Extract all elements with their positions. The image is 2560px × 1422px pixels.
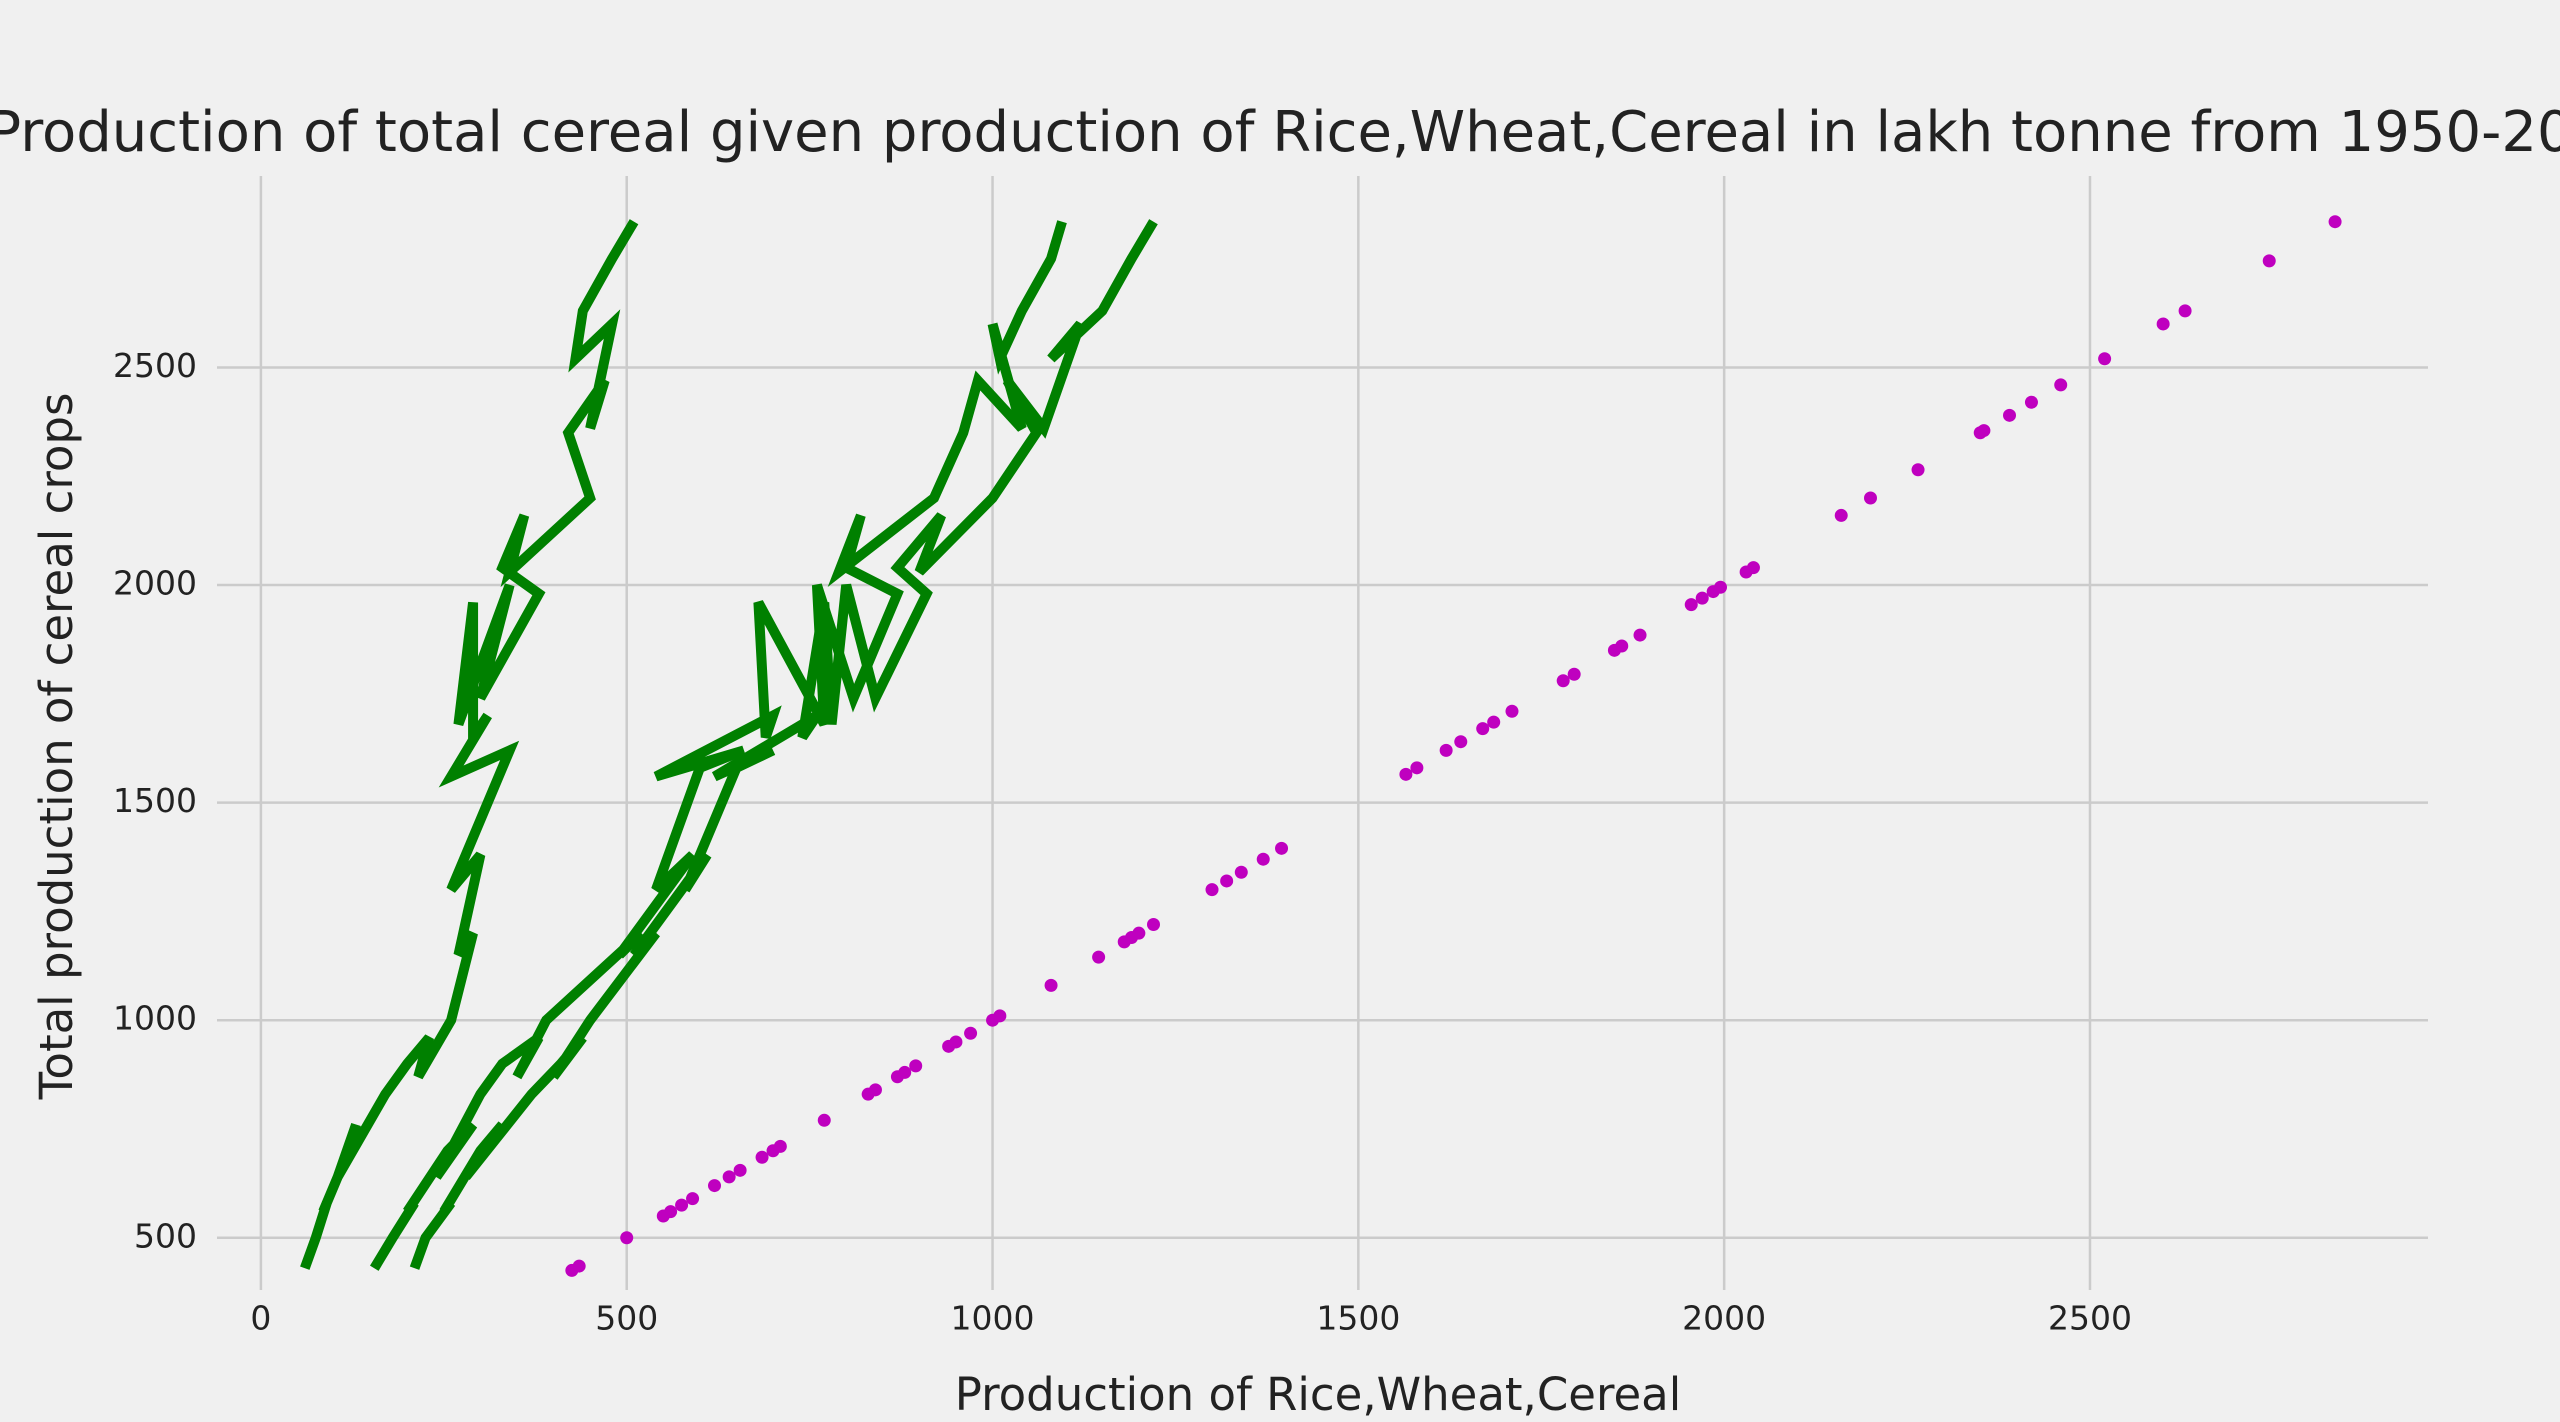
scatter-point (964, 1026, 978, 1040)
scatter-point (1132, 926, 1146, 940)
y-axis-label: Total production of cereal crops (30, 393, 83, 1101)
x-tick-label: 1000 (951, 1299, 1035, 1338)
scatter-point (898, 1065, 912, 1079)
scatter-point (1205, 883, 1219, 897)
scatter-point (1146, 917, 1160, 931)
data-line (409, 219, 1158, 1270)
scatter-point (773, 1139, 787, 1153)
scatter-point (2178, 304, 2192, 318)
scatter-point (949, 1035, 963, 1049)
scatter-point (722, 1170, 736, 1184)
data-line (370, 220, 1067, 1271)
scatter-point (1220, 874, 1234, 888)
scatter-point (1977, 424, 1991, 438)
scatter-point (755, 1150, 769, 1164)
scatter-point (1746, 561, 1760, 575)
scatter-point (1714, 580, 1728, 594)
scatter-point (733, 1163, 747, 1177)
y-tick-label: 500 (134, 1216, 197, 1255)
scatter-point (868, 1083, 882, 1097)
scatter-point (1256, 852, 1270, 866)
y-tick-label: 1500 (113, 781, 197, 820)
scatter-point (2098, 352, 2112, 366)
scatter-point (675, 1198, 689, 1212)
scatter-point (1556, 674, 1570, 688)
scatter-point (909, 1059, 923, 1073)
scatter-point (1615, 639, 1629, 653)
x-tick-label: 0 (250, 1299, 271, 1338)
scatter-point (1476, 722, 1490, 736)
scatter-point (664, 1205, 678, 1219)
y-tick-label: 1000 (113, 999, 197, 1038)
scatter-point (1410, 761, 1424, 775)
scatter-point (1275, 841, 1289, 855)
scatter-point (993, 1009, 1007, 1023)
scatter-point (1684, 598, 1698, 612)
scatter-point (2024, 395, 2038, 409)
y-tick-label: 2000 (113, 564, 197, 603)
scatter-point (1633, 628, 1647, 642)
scatter-point (1834, 508, 1848, 522)
scatter-point (686, 1192, 700, 1206)
scatter-point (572, 1259, 586, 1273)
x-tick-label: 500 (595, 1299, 658, 1338)
scatter-point (1487, 715, 1501, 729)
scatter-point (817, 1113, 831, 1127)
scatter-point (1439, 743, 1453, 757)
scatter-point (1695, 591, 1709, 605)
x-tick-label: 2000 (1682, 1299, 1766, 1338)
scatter-point (1234, 865, 1248, 879)
scatter-point (1911, 463, 1925, 477)
scatter-point (1863, 491, 1877, 505)
scatter-point (1399, 767, 1413, 781)
scatter-point (2328, 215, 2342, 229)
y-tick-label: 2500 (113, 346, 197, 385)
scatter-point (708, 1179, 722, 1193)
scatter-point (620, 1231, 634, 1245)
scatter-point (2003, 408, 2017, 422)
x-tick-label: 1500 (1316, 1299, 1400, 1338)
scatter-point (1567, 667, 1581, 681)
scatter-point (1044, 978, 1058, 992)
scatter-point (1092, 950, 1106, 964)
scatter-point (1505, 704, 1519, 718)
scatter-point (2262, 254, 2276, 268)
data-line (300, 219, 639, 1270)
scatter-point (2156, 317, 2170, 331)
scatter-point (1454, 735, 1468, 749)
scatter-point (2054, 378, 2068, 392)
x-tick-label: 2500 (2048, 1299, 2132, 1338)
x-axis-label: Production of Rice,Wheat,Cereal (955, 1368, 1682, 1421)
chart-title: Production of total cereal given product… (0, 100, 2560, 165)
